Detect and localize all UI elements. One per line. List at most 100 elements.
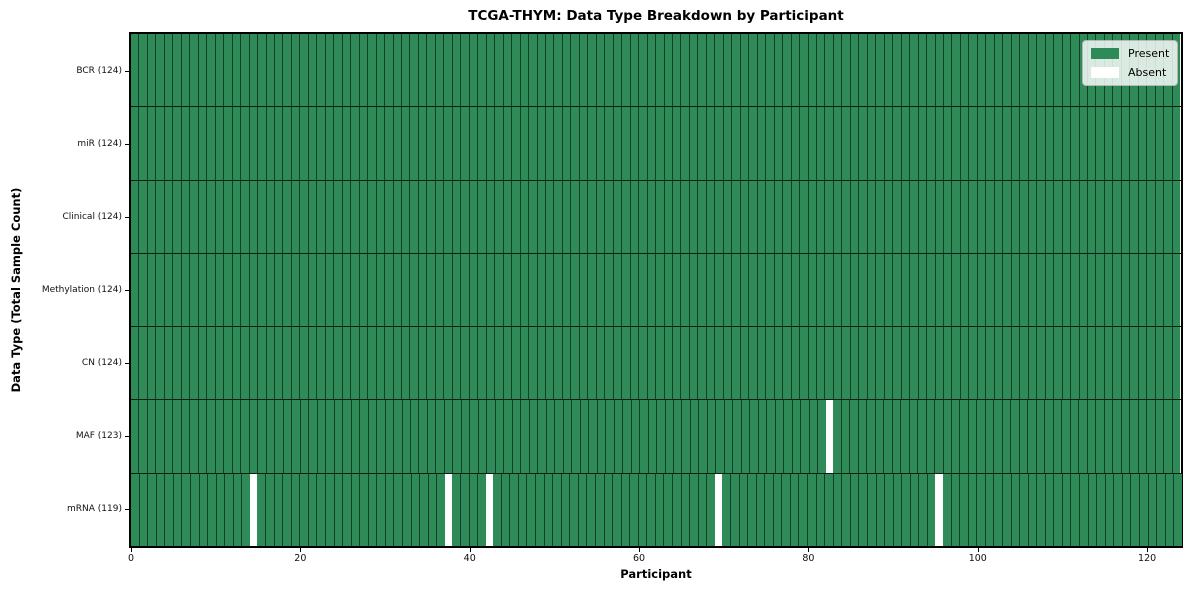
heatmap-cell <box>629 34 639 107</box>
heatmap-cell <box>1103 107 1113 180</box>
heatmap-cell <box>832 473 842 546</box>
heatmap-cell <box>180 180 190 253</box>
heatmap-cell <box>866 253 876 327</box>
heatmap-cell <box>273 34 283 107</box>
heatmap-cell <box>367 34 376 107</box>
heatmap-cell <box>500 473 510 546</box>
heatmap-cell <box>155 400 164 473</box>
heatmap-cell <box>376 400 385 473</box>
heatmap-cell <box>866 327 876 400</box>
heatmap-cell <box>131 253 139 327</box>
heatmap-cell <box>722 34 732 107</box>
heatmap-plot-area <box>129 32 1183 548</box>
heatmap-cell <box>392 34 401 107</box>
heatmap-cell <box>706 473 715 546</box>
heatmap-cell <box>951 180 960 253</box>
x-tick-mark <box>977 548 979 552</box>
heatmap-cell <box>908 400 918 473</box>
heatmap-cell <box>934 107 943 180</box>
heatmap-cell <box>477 400 487 473</box>
heatmap-cell <box>1163 253 1172 327</box>
heatmap-cell <box>832 180 842 253</box>
heatmap-cell <box>629 107 639 180</box>
legend-item-absent: Absent <box>1091 66 1169 79</box>
x-tick-mark <box>639 548 641 552</box>
heatmap-cell <box>375 180 385 253</box>
heatmap-cell <box>1053 327 1062 400</box>
heatmap-cell <box>468 34 478 107</box>
heatmap-cell <box>985 34 994 107</box>
y-tick-mark <box>125 290 129 291</box>
heatmap-cell <box>290 34 300 107</box>
heatmap-cell <box>197 253 207 327</box>
heatmap-cell <box>790 253 800 327</box>
heatmap-cell <box>282 327 291 400</box>
heatmap-cell <box>426 253 435 327</box>
heatmap-cell <box>782 107 791 180</box>
heatmap-cell <box>612 34 622 107</box>
heatmap-cell <box>833 400 841 473</box>
heatmap-cell <box>993 107 1003 180</box>
heatmap-cell <box>1163 327 1172 400</box>
heatmap-cell <box>807 34 816 107</box>
heatmap-cell <box>849 180 859 253</box>
heatmap-cell <box>316 253 325 327</box>
heatmap-cell <box>612 253 622 327</box>
heatmap-cell <box>180 327 190 400</box>
heatmap-cell <box>1010 327 1020 400</box>
heatmap-cell <box>215 473 225 546</box>
heatmap-cell <box>799 180 808 253</box>
heatmap-cell <box>824 253 833 327</box>
heatmap-cell <box>926 327 935 400</box>
heatmap-cell <box>468 107 478 180</box>
heatmap-cell <box>544 34 554 107</box>
heatmap-cell <box>1096 473 1105 546</box>
heatmap-cell <box>535 473 544 546</box>
heatmap-cell <box>578 34 588 107</box>
heatmap-cell <box>815 34 825 107</box>
x-tick-label: 60 <box>633 553 646 564</box>
heatmap-cell <box>214 400 224 473</box>
heatmap-cell <box>976 180 986 253</box>
heatmap-cell <box>1061 400 1070 473</box>
heatmap-cell <box>832 34 842 107</box>
heatmap-cell <box>807 327 816 400</box>
heatmap-cell <box>841 473 850 546</box>
heatmap-cell <box>729 473 739 546</box>
x-tick-mark <box>131 548 132 552</box>
heatmap-cell <box>561 253 571 327</box>
heatmap-cell <box>824 107 833 180</box>
heatmap-cell <box>485 34 495 107</box>
heatmap-cell <box>257 253 266 327</box>
heatmap-cell <box>824 327 833 400</box>
heatmap-cell <box>1095 253 1104 327</box>
heatmap-cell <box>536 253 545 327</box>
y-tick-mark <box>125 143 129 145</box>
heatmap-cell <box>985 327 994 400</box>
heatmap-cell <box>587 253 596 327</box>
heatmap-row-Clinical <box>131 180 1181 254</box>
heatmap-cell <box>655 34 664 107</box>
heatmap-cell <box>705 107 715 180</box>
heatmap-cell <box>951 327 960 400</box>
heatmap-cell <box>248 107 258 180</box>
heatmap-cell <box>282 180 291 253</box>
heatmap-cell <box>1120 400 1130 473</box>
heatmap-cell <box>375 327 385 400</box>
heatmap-cell <box>722 107 732 180</box>
heatmap-cell <box>926 180 935 253</box>
heatmap-cell <box>502 327 512 400</box>
heatmap-cell <box>426 180 435 253</box>
heatmap-cell <box>714 107 723 180</box>
heatmap-cell <box>553 34 562 107</box>
heatmap-cell <box>756 34 766 107</box>
heatmap-cell <box>926 253 935 327</box>
heatmap-cell <box>189 34 198 107</box>
heatmap-cell <box>1053 253 1062 327</box>
heatmap-cell <box>324 253 334 327</box>
heatmap-cell <box>841 327 850 400</box>
heatmap-cell <box>552 473 561 546</box>
heatmap-cell <box>561 107 571 180</box>
heatmap-cell <box>358 327 368 400</box>
